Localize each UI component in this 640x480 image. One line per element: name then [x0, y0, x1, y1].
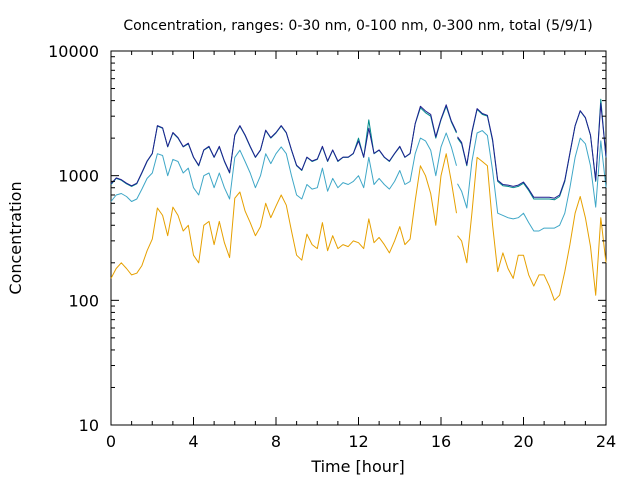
x-axis-label: Time [hour]	[310, 457, 404, 476]
series-line-4	[110, 102, 607, 199]
y-axis-label: Concentration	[6, 181, 25, 294]
series-line-2	[110, 130, 607, 232]
y-tick-label: 100	[68, 291, 99, 310]
x-tick-label: 12	[348, 432, 368, 451]
plot-frame	[110, 50, 607, 426]
chart-title: Concentration, ranges: 0-30 nm, 0-100 nm…	[123, 18, 592, 34]
x-tick-label: 4	[188, 432, 198, 451]
tick-layer: 0 4 8 12 16 20 24 10 100 1000 10000	[48, 42, 616, 451]
series-line-3	[110, 98, 607, 201]
x-tick-label: 24	[596, 432, 616, 451]
series-layer	[110, 98, 607, 301]
series-line-1	[110, 153, 607, 301]
x-tick-label: 16	[431, 432, 451, 451]
x-tick-label: 20	[513, 432, 533, 451]
y-tick-label: 1000	[58, 167, 99, 186]
x-tick-label: 0	[106, 432, 116, 451]
x-tick-label: 8	[271, 432, 281, 451]
y-tick-label: 10000	[48, 42, 99, 61]
y-tick-label: 10	[79, 416, 99, 435]
